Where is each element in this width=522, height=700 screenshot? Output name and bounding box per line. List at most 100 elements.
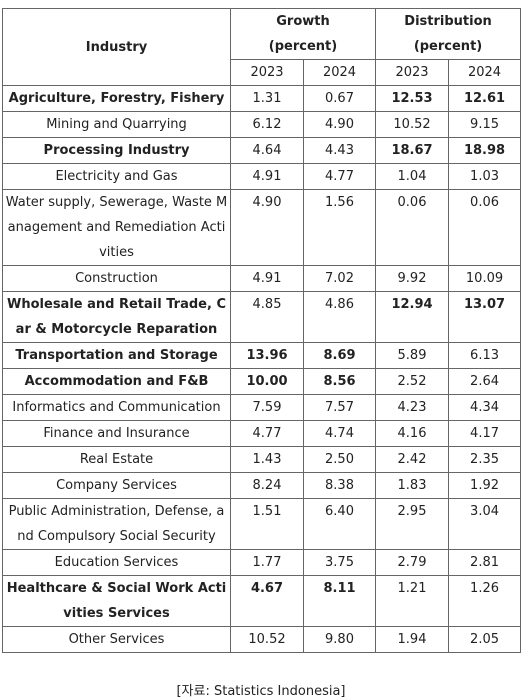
growth-cell: 4.67 bbox=[230, 575, 304, 627]
table-row: Electricity and Gas 4.91 4.77 1.04 1.03 bbox=[2, 163, 522, 190]
growth-cell: 4.85 bbox=[230, 291, 304, 343]
growth-cell: 10.00 bbox=[230, 368, 304, 395]
industry-cell: Electricity and Gas bbox=[2, 163, 231, 190]
distribution-cell: 2.35 bbox=[448, 446, 522, 473]
growth-cell: 8.11 bbox=[302, 575, 377, 627]
table-row: Wholesale and Retail Trade, Car & Motorc… bbox=[2, 291, 522, 343]
header-cell: Industry bbox=[2, 8, 231, 86]
growth-cell: 10.52 bbox=[230, 626, 304, 653]
table-row: Other Services 10.52 9.80 1.94 2.05 bbox=[2, 626, 522, 653]
distribution-cell: 12.53 bbox=[375, 85, 450, 112]
distribution-cell: 12.61 bbox=[448, 85, 522, 112]
distribution-cell: 12.94 bbox=[375, 291, 450, 343]
distribution-cell: 4.17 bbox=[448, 420, 522, 447]
distribution-cell: 1.04 bbox=[375, 163, 450, 190]
distribution-cell: 6.13 bbox=[448, 342, 522, 369]
table-row: Water supply, Sewerage, Waste Management… bbox=[2, 189, 522, 266]
distribution-cell: 2.05 bbox=[448, 626, 522, 653]
distribution-cell: 2.42 bbox=[375, 446, 450, 473]
growth-cell: 7.57 bbox=[302, 394, 377, 421]
distribution-cell: 10.09 bbox=[448, 265, 522, 292]
distribution-cell: 18.67 bbox=[375, 137, 450, 164]
table-row: Company Services 8.24 8.38 1.83 1.92 bbox=[2, 472, 522, 499]
industry-cell: Accommodation and F&B bbox=[2, 368, 231, 395]
distribution-cell: 1.83 bbox=[375, 472, 450, 499]
table-body: Agriculture, Forestry, Fishery 1.31 0.67 12… bbox=[2, 85, 522, 653]
year-cell: 2024 bbox=[302, 59, 377, 86]
distribution-cell: 13.07 bbox=[448, 291, 522, 343]
growth-cell: 0.67 bbox=[302, 85, 377, 112]
header-line: (percent) bbox=[268, 39, 338, 54]
growth-cell: 9.80 bbox=[302, 626, 377, 653]
growth-cell: 1.77 bbox=[230, 549, 304, 576]
growth-cell: 7.59 bbox=[230, 394, 304, 421]
growth-cell: 1.56 bbox=[302, 189, 377, 266]
growth-cell: 4.91 bbox=[230, 265, 304, 292]
year-cell: 2023 bbox=[375, 59, 450, 86]
distribution-cell: 1.03 bbox=[448, 163, 522, 190]
distribution-cell: 4.34 bbox=[448, 394, 522, 421]
distribution-cell: 2.64 bbox=[448, 368, 522, 395]
growth-cell: 2.50 bbox=[302, 446, 377, 473]
table-row: Accommodation and F&B 10.00 8.56 2.52 2.64 bbox=[2, 368, 522, 395]
growth-cell: 4.77 bbox=[230, 420, 304, 447]
growth-cell: 8.24 bbox=[230, 472, 304, 499]
distribution-cell: 2.52 bbox=[375, 368, 450, 395]
industry-cell: Water supply, Sewerage, Waste Management… bbox=[2, 189, 231, 266]
growth-cell: 6.40 bbox=[302, 498, 377, 550]
distribution-cell: 2.95 bbox=[375, 498, 450, 550]
distribution-cell: 18.98 bbox=[448, 137, 522, 164]
growth-cell: 4.90 bbox=[230, 189, 304, 266]
growth-cell: 8.38 bbox=[302, 472, 377, 499]
industry-cell: Processing Industry bbox=[2, 137, 231, 164]
growth-cell: 1.31 bbox=[230, 85, 304, 112]
distribution-cell: 1.94 bbox=[375, 626, 450, 653]
distribution-cell: 2.81 bbox=[448, 549, 522, 576]
header-line: Distribution bbox=[404, 14, 492, 29]
distribution-cell: 4.23 bbox=[375, 394, 450, 421]
growth-cell: 7.02 bbox=[302, 265, 377, 292]
header-cell: Distribution (percent) bbox=[375, 8, 522, 60]
distribution-cell: 0.06 bbox=[448, 189, 522, 266]
growth-cell: 4.90 bbox=[302, 111, 377, 138]
table-row: Mining and Quarrying 6.12 4.90 10.52 9.15 bbox=[2, 111, 522, 138]
distribution-cell: 1.92 bbox=[448, 472, 522, 499]
distribution-cell: 3.04 bbox=[448, 498, 522, 550]
header-row: Industry Growth (percent) Distribution (pe… bbox=[2, 8, 522, 86]
header-line: (percent) bbox=[413, 39, 483, 54]
table-head: Industry Growth (percent) Distribution (pe… bbox=[2, 8, 522, 86]
table-row: Healthcare & Social Work Activities Serv… bbox=[2, 575, 522, 627]
growth-cell: 4.64 bbox=[230, 137, 304, 164]
industry-cell: Agriculture, Forestry, Fishery bbox=[2, 85, 231, 112]
industry-cell: Healthcare & Social Work Activities Serv… bbox=[2, 575, 231, 627]
table-row: Agriculture, Forestry, Fishery 1.31 0.67 12… bbox=[2, 85, 522, 112]
table-row: Informatics and Communication 7.59 7.57 4.2… bbox=[2, 394, 522, 421]
year-row: 2023 2024 2023 2024 bbox=[3, 59, 522, 86]
source-note: [자료: Statistics Indonesia] bbox=[176, 684, 346, 699]
table-row: Construction 4.91 7.02 9.92 10.09 bbox=[2, 265, 522, 292]
growth-cell: 6.12 bbox=[230, 111, 304, 138]
growth-cell: 13.96 bbox=[230, 342, 304, 369]
distribution-cell: 9.15 bbox=[448, 111, 522, 138]
distribution-cell: 5.89 bbox=[375, 342, 450, 369]
growth-cell: 3.75 bbox=[302, 549, 377, 576]
industry-cell: Other Services bbox=[2, 626, 231, 653]
year-cell: 2024 bbox=[448, 59, 522, 86]
distribution-cell: 0.06 bbox=[375, 189, 450, 266]
industry-cell: Informatics and Communication bbox=[2, 394, 231, 421]
distribution-cell: 1.26 bbox=[448, 575, 522, 627]
table-row: Transportation and Storage 13.96 8.69 5.89 6… bbox=[2, 342, 522, 369]
table-row: Real Estate 1.43 2.50 2.42 2.35 bbox=[2, 446, 522, 473]
table-row: Finance and Insurance 4.77 4.74 4.16 4.17 bbox=[2, 420, 522, 447]
table-row: Education Services 1.77 3.75 2.79 2.81 bbox=[2, 549, 522, 576]
growth-cell: 4.77 bbox=[302, 163, 377, 190]
growth-cell: 4.74 bbox=[302, 420, 377, 447]
distribution-cell: 1.21 bbox=[375, 575, 450, 627]
growth-cell: 4.86 bbox=[302, 291, 377, 343]
industry-cell: Finance and Insurance bbox=[2, 420, 231, 447]
growth-cell: 1.51 bbox=[230, 498, 304, 550]
growth-cell: 1.43 bbox=[230, 446, 304, 473]
growth-cell: 8.69 bbox=[302, 342, 377, 369]
industry-cell: Mining and Quarrying bbox=[2, 111, 231, 138]
